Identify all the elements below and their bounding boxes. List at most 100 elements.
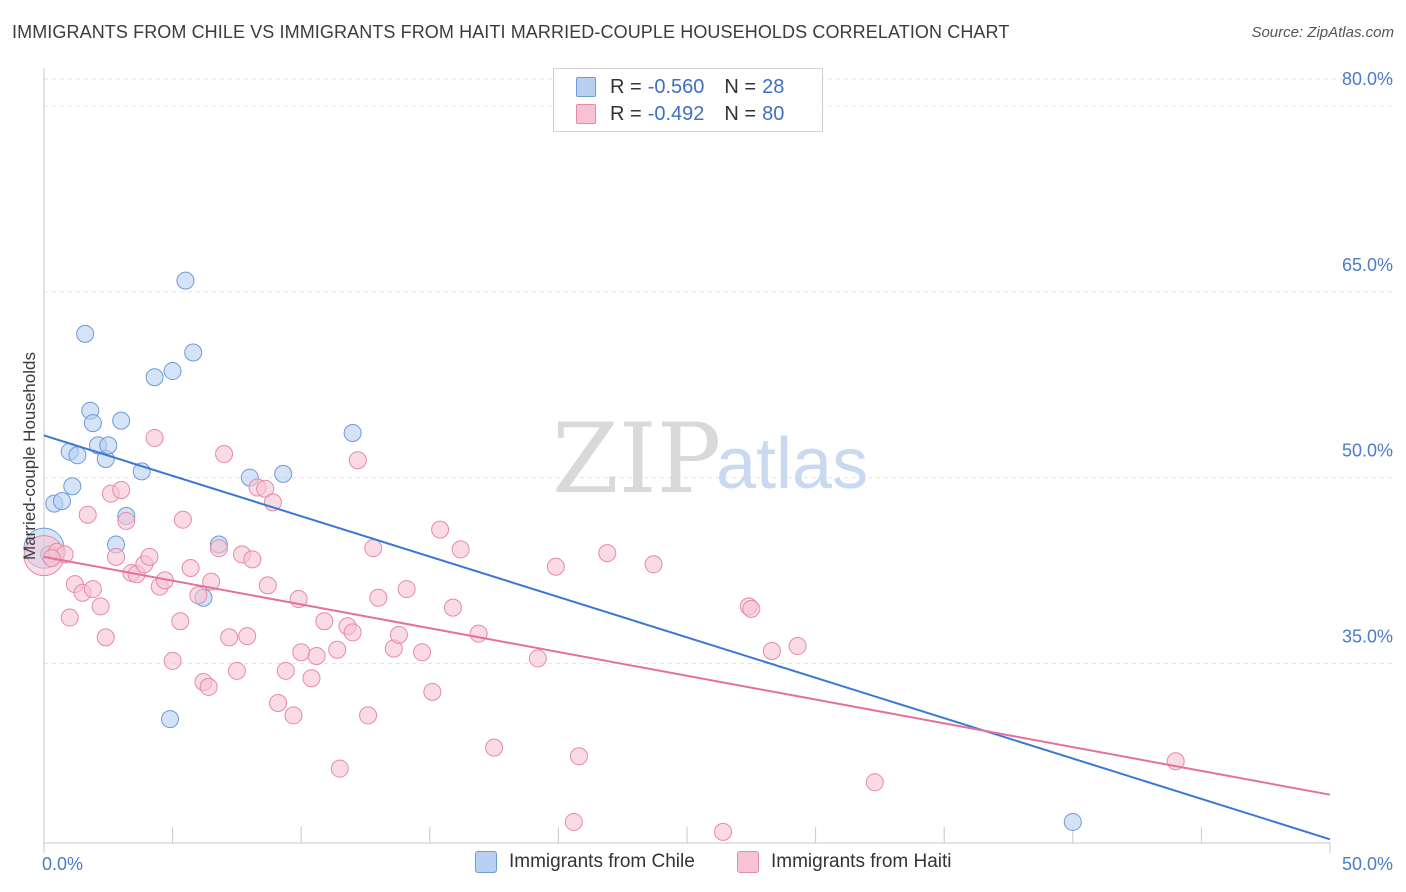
series-legend: Immigrants from Chile Immigrants from Ha…: [0, 851, 1406, 879]
haiti-point: [330, 759, 349, 778]
haiti-point: [413, 643, 432, 662]
chile-point: [145, 368, 164, 387]
haiti-point: [173, 510, 192, 529]
chile-n-value: 28: [762, 75, 785, 98]
haiti-point: [397, 580, 416, 599]
source-label: Source: ZipAtlas.com: [1251, 24, 1394, 41]
legend-item-haiti[interactable]: Immigrants from Haiti: [737, 851, 952, 873]
haiti-point: [714, 822, 733, 841]
haiti-point: [215, 445, 234, 464]
grid-layer: [44, 78, 1393, 664]
haiti-point: [569, 747, 588, 766]
haiti-point: [364, 539, 383, 558]
haiti-point: [284, 706, 303, 725]
haiti-point: [117, 511, 136, 530]
haiti-point: [227, 661, 246, 680]
haiti-trend-line: [43, 555, 1331, 796]
chile-trend-line: [43, 434, 1331, 841]
chart-title: IMMIGRANTS FROM CHILE VS IMMIGRANTS FROM…: [12, 22, 1010, 42]
chile-point: [343, 423, 362, 442]
haiti-point: [202, 572, 221, 591]
axes-layer: 35.0% 50.0% 65.0% 80.0% 0.0% 50.0%: [42, 68, 1393, 874]
chile-point: [68, 446, 87, 465]
labels-layer: Married-couple Households: [20, 352, 39, 560]
haiti-point: [171, 612, 190, 631]
haiti-point: [276, 661, 295, 680]
points-layer: [23, 271, 1185, 841]
haiti-point: [258, 576, 277, 595]
x-tick-label-min: 0.0%: [42, 854, 83, 874]
haiti-point: [307, 646, 326, 665]
r-label: R =: [610, 75, 642, 98]
haiti-point: [238, 627, 257, 646]
r-label: R =: [610, 102, 642, 125]
haiti-point: [199, 677, 218, 696]
x-tick-label-max: 50.0%: [1342, 854, 1393, 874]
chile-point: [53, 492, 72, 511]
haiti-n-value: 80: [762, 102, 785, 125]
haiti-point: [359, 706, 378, 725]
haiti-point: [469, 624, 488, 643]
haiti-point: [209, 539, 228, 558]
chile-point: [1063, 812, 1082, 831]
haiti-point: [163, 651, 182, 670]
chile-point: [176, 271, 195, 290]
chile-r-value: -0.560: [647, 75, 705, 98]
watermark-atlas: atlas: [716, 424, 868, 504]
chile-point: [76, 324, 95, 343]
haiti-point: [256, 479, 275, 498]
haiti-point: [91, 597, 110, 616]
y-tick-label: 35.0%: [1342, 626, 1393, 646]
haiti-point: [328, 640, 347, 659]
chile-point: [163, 362, 182, 381]
haiti-point: [243, 550, 262, 569]
haiti-point: [546, 557, 565, 576]
chile-swatch: [576, 77, 596, 97]
haiti-point: [60, 608, 79, 627]
y-axis-label: Married-couple Households: [20, 352, 39, 560]
haiti-point: [181, 559, 200, 578]
haiti-point: [112, 480, 131, 499]
haiti-point: [788, 637, 807, 656]
correlation-legend: R = -0.560 N = 28 R = -0.492 N = 80: [553, 68, 823, 132]
haiti-point: [78, 505, 97, 524]
chile-legend-label: Immigrants from Chile: [509, 851, 695, 872]
y-tick-label: 50.0%: [1342, 441, 1393, 461]
haiti-point: [443, 598, 462, 617]
n-label: N =: [724, 75, 757, 98]
chile-point: [274, 464, 293, 483]
haiti-point: [140, 547, 159, 566]
chile-point: [161, 710, 180, 729]
haiti-point: [389, 625, 408, 644]
trend-layer: [43, 434, 1331, 841]
haiti-point: [302, 669, 321, 688]
haiti-point: [564, 812, 583, 831]
haiti-swatch: [576, 104, 596, 124]
n-label: N =: [724, 102, 757, 125]
haiti-point: [865, 773, 884, 792]
haiti-point: [431, 520, 450, 539]
haiti-point: [96, 628, 115, 647]
haiti-point: [644, 555, 663, 574]
haiti-point: [145, 428, 164, 447]
haiti-point: [269, 694, 288, 713]
chile-point: [83, 414, 102, 433]
haiti-point: [369, 588, 388, 607]
y-tick-label: 80.0%: [1342, 69, 1393, 89]
chile-point: [184, 343, 203, 362]
chile-point: [112, 411, 131, 430]
haiti-point: [107, 547, 126, 566]
watermark: ZIP atlas: [552, 403, 868, 515]
haiti-point: [598, 544, 617, 563]
haiti-point: [292, 643, 311, 662]
haiti-point: [83, 580, 102, 599]
haiti-point: [348, 451, 367, 470]
legend-item-chile[interactable]: Immigrants from Chile: [475, 851, 695, 873]
haiti-point: [343, 623, 362, 642]
chile-point: [63, 477, 82, 496]
chile-point: [99, 436, 118, 455]
haiti-point: [451, 540, 470, 559]
haiti-point: [485, 738, 504, 757]
haiti-legend-label: Immigrants from Haiti: [771, 851, 952, 872]
